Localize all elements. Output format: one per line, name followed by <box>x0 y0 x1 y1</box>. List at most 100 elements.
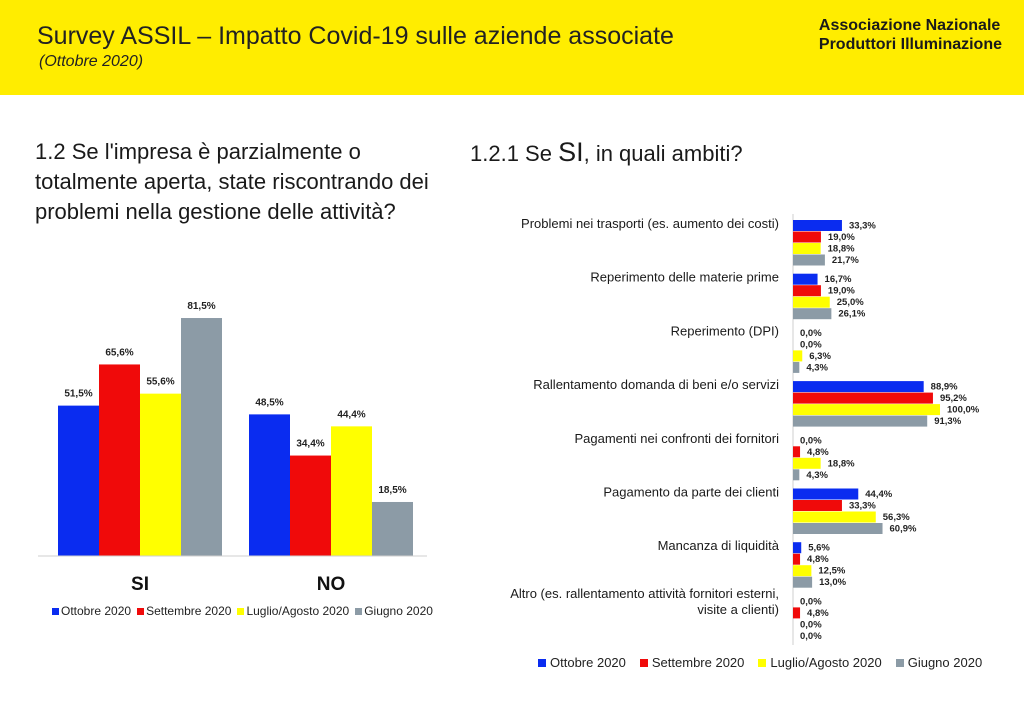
bar <box>793 415 928 427</box>
legend-swatch <box>895 658 904 667</box>
legend-item: Luglio/Agosto 2020 <box>758 655 882 670</box>
bar <box>181 318 222 556</box>
legend-swatch <box>355 607 363 615</box>
legend-label: Giugno 2020 <box>907 655 983 670</box>
data-label: 25,0% <box>837 297 864 308</box>
legend-item: Luglio/Agosto 2020 <box>237 604 349 618</box>
legend-label: Ottobre 2020 <box>61 604 132 618</box>
data-label: 60,9% <box>890 524 917 535</box>
bar <box>793 381 924 393</box>
data-label: 4,8% <box>807 554 829 565</box>
data-label: 65,6% <box>105 347 133 358</box>
data-label: 0,0% <box>800 596 822 607</box>
data-label: 13,0% <box>819 577 846 588</box>
data-label: 4,8% <box>807 608 829 619</box>
data-label: 48,5% <box>255 397 283 408</box>
data-label: 12,5% <box>818 566 845 577</box>
bar <box>140 393 181 556</box>
bar <box>793 350 803 362</box>
legend-label: Settembre 2020 <box>651 655 745 670</box>
bar <box>793 446 801 458</box>
bar <box>793 553 801 565</box>
legend-item: Settembre 2020 <box>137 604 231 618</box>
legend-swatch <box>52 607 59 615</box>
bar <box>793 254 825 266</box>
bar <box>793 220 842 231</box>
bar <box>793 457 821 469</box>
category-label: NO <box>317 574 346 595</box>
data-label: 81,5% <box>187 301 215 312</box>
legend-label: Giugno 2020 <box>364 604 433 618</box>
category-label: Rallentamento domanda di beni e/o serviz… <box>533 377 779 392</box>
bar <box>99 364 140 556</box>
data-label: 100,0% <box>947 405 980 416</box>
data-label: 21,7% <box>832 255 859 266</box>
bar <box>793 285 821 297</box>
bar <box>793 500 842 511</box>
data-label: 91,3% <box>934 416 961 427</box>
category-label: Reperimento (DPI) <box>671 323 779 338</box>
legend-item: Giugno 2020 <box>355 604 433 618</box>
subquestion-prefix: 1.2.1 Se <box>470 141 559 166</box>
legend-swatch <box>137 607 145 615</box>
page-subtitle: (Ottobre 2020) <box>39 53 144 70</box>
data-label: 44,4% <box>865 489 892 500</box>
organization-line-2: Produttori Illuminazione <box>818 36 1002 53</box>
chart-ambiti-legend: Ottobre 2020 Settembre 2020 Luglio/Agosto … <box>538 655 996 670</box>
bar <box>793 607 801 619</box>
bar <box>793 511 876 523</box>
category-label: Pagamenti nei confronti dei fornitori <box>574 431 779 446</box>
bar <box>372 501 413 556</box>
data-label: 4,3% <box>806 362 828 373</box>
category-label: Pagamento da parte dei clienti <box>603 485 779 500</box>
data-label: 56,3% <box>883 512 910 523</box>
category-label: visite a clienti) <box>697 602 779 617</box>
bar <box>793 523 883 534</box>
data-label: 4,8% <box>807 447 829 458</box>
data-label: 18,8% <box>828 458 855 469</box>
category-label: Altro (es. rallentamento attività fornit… <box>510 586 779 601</box>
data-label: 4,3% <box>806 470 828 481</box>
subquestion-suffix: , in quali ambiti? <box>583 141 743 166</box>
data-label: 34,4% <box>296 439 324 450</box>
category-label: Reperimento delle materie prime <box>590 270 779 285</box>
organization-name: Associazione Nazionale Produttori Illumi… <box>819 16 1002 54</box>
bar <box>793 273 818 285</box>
data-label: 5,6% <box>808 543 830 554</box>
bar <box>793 296 830 308</box>
data-label: 19,0% <box>828 232 855 243</box>
legend-item: Settembre 2020 <box>639 655 745 670</box>
subquestion-text: 1.2.1 Se SI, in quali ambiti? <box>470 137 743 168</box>
data-label: 0,0% <box>800 435 822 446</box>
bar <box>793 243 821 254</box>
data-label: 19,0% <box>828 286 855 297</box>
data-label: 18,8% <box>828 244 855 255</box>
question-text: 1.2 Se l'impresa è parzialmente o totalm… <box>35 139 429 224</box>
data-label: 95,2% <box>940 393 967 404</box>
legend-label: Settembre 2020 <box>146 604 232 618</box>
bar <box>793 392 933 404</box>
bar <box>331 426 372 556</box>
legend-item: Ottobre 2020 <box>538 655 626 670</box>
data-label: 0,0% <box>800 619 822 630</box>
bar <box>793 565 812 577</box>
bar <box>249 414 290 556</box>
bar <box>793 361 800 373</box>
data-label: 51,5% <box>64 389 92 400</box>
legend-label: Ottobre 2020 <box>550 655 626 670</box>
data-label: 0,0% <box>800 339 822 350</box>
category-label: Problemi nei trasporti (es. aumento dei … <box>521 216 779 231</box>
data-label: 33,3% <box>849 221 876 232</box>
legend-swatch <box>639 658 648 667</box>
organization-line-1: Associazione Nazionale <box>818 17 1001 34</box>
data-label: 0,0% <box>800 328 822 339</box>
bar <box>793 488 859 500</box>
data-label: 6,3% <box>809 351 831 362</box>
legend-label: Luglio/Agosto 2020 <box>246 604 350 618</box>
legend-swatch <box>237 607 245 615</box>
legend-item: Giugno 2020 <box>895 655 983 670</box>
chart-si-no-legend: Ottobre 2020 Settembre 2020 Luglio/Agosto … <box>52 604 439 618</box>
data-label: 0,0% <box>800 631 822 642</box>
legend-item: Ottobre 2020 <box>52 604 131 618</box>
